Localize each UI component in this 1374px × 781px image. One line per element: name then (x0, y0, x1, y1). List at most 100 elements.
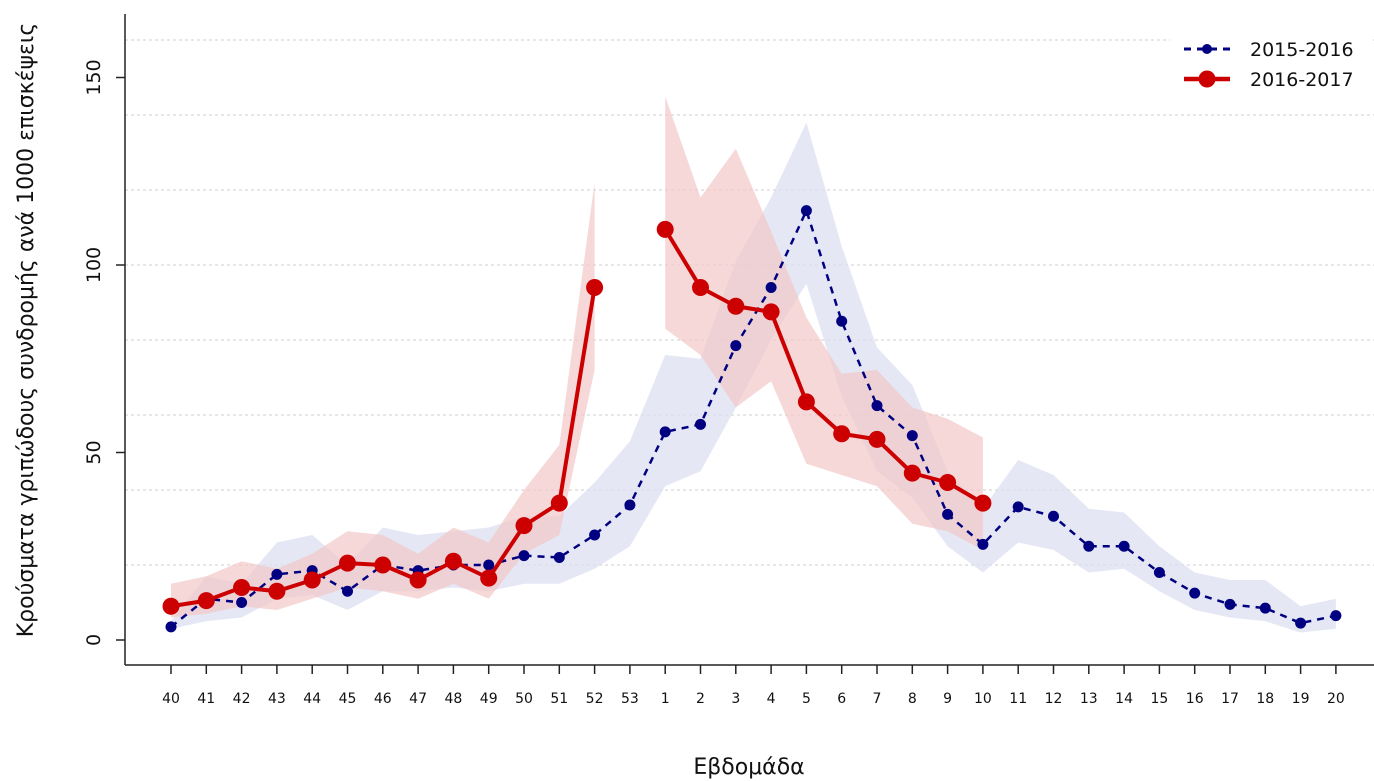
point-2015-2016 (942, 508, 954, 520)
point-2015-2016 (836, 315, 848, 327)
x-tick-label: 10 (974, 691, 992, 707)
point-2016-2017 (974, 494, 992, 512)
point-2016-2017 (692, 279, 709, 296)
y-tick-label: 100 (83, 247, 105, 283)
point-2016-2017 (374, 556, 392, 574)
x-tick-label: 41 (197, 691, 215, 707)
point-2015-2016 (659, 426, 671, 438)
x-tick-label: 17 (1221, 691, 1239, 707)
point-2015-2016 (1224, 598, 1236, 610)
x-tick-label: 15 (1150, 691, 1168, 707)
point-2016-2017 (444, 552, 462, 570)
point-2016-2017 (409, 571, 427, 589)
point-2015-2016 (1118, 540, 1130, 552)
x-tick-label: 51 (550, 691, 568, 707)
x-tick-label: 7 (873, 691, 882, 707)
point-2015-2016 (483, 559, 495, 571)
line-2016-2017 (663, 228, 984, 505)
x-tick-label: 19 (1292, 691, 1310, 707)
point-2016-2017 (268, 582, 286, 600)
point-2015-2016 (624, 499, 636, 511)
x-tick-label: 16 (1186, 691, 1204, 707)
confidence-bands (171, 96, 1336, 633)
point-2016-2017 (480, 569, 498, 587)
legend: 2015-2016 2016-2017 (1170, 28, 1370, 100)
point-2016-2017 (939, 474, 957, 491)
x-tick-label: 1 (661, 691, 670, 707)
point-2015-2016 (165, 621, 177, 633)
point-2016-2017 (656, 220, 674, 238)
point-2015-2016 (553, 552, 565, 563)
x-tick-label: 8 (908, 691, 917, 707)
x-tick-label: 6 (837, 691, 846, 707)
point-2015-2016 (730, 340, 742, 352)
point-2016-2017 (868, 430, 886, 448)
point-2015-2016 (871, 400, 883, 412)
point-2016-2017 (833, 425, 851, 443)
x-tick-label: 46 (374, 691, 392, 707)
point-2015-2016 (518, 550, 530, 562)
y-tick-label: 150 (83, 59, 105, 95)
legend-marker-2016-2017 (1198, 70, 1216, 88)
x-tick-label: 9 (943, 691, 952, 707)
x-tick-label: 45 (339, 691, 357, 707)
point-2016-2017 (762, 303, 780, 321)
x-tick-label: 43 (268, 691, 286, 707)
x-tick-label: 11 (1009, 691, 1027, 707)
x-tick-label: 44 (303, 691, 321, 707)
band-2016-2017 (171, 182, 595, 618)
legend-label-2016-2017: 2016-2017 (1250, 69, 1354, 91)
point-2015-2016 (1012, 501, 1024, 513)
point-2015-2016 (977, 538, 989, 550)
point-2015-2016 (765, 282, 777, 293)
x-tick-label: 49 (480, 691, 498, 707)
point-2016-2017 (197, 592, 215, 610)
point-2016-2017 (797, 393, 815, 411)
legend-box (1170, 28, 1370, 100)
y-ticks: 0 50 100 150 (83, 59, 125, 646)
line-2015-2016 (170, 209, 1337, 628)
point-2015-2016 (906, 430, 918, 442)
x-tick-label: 4 (767, 691, 776, 707)
x-tick-label: 40 (162, 691, 180, 707)
point-2015-2016 (236, 597, 248, 608)
band-2015-2016 (171, 122, 1336, 633)
point-2015-2016 (1189, 587, 1201, 599)
point-2016-2017 (903, 464, 921, 482)
x-tick-label: 14 (1115, 691, 1133, 707)
x-tick-label: 20 (1327, 691, 1345, 707)
legend-entry-2016-2017: 2016-2017 (1184, 69, 1354, 91)
point-2015-2016 (1048, 510, 1059, 522)
point-2015-2016 (1153, 567, 1165, 578)
point-2015-2016 (1259, 602, 1271, 614)
x-tick-label: 48 (444, 691, 462, 707)
point-2016-2017 (339, 554, 356, 572)
x-tick-label: 18 (1256, 691, 1274, 707)
point-2015-2016 (1330, 610, 1342, 622)
x-axis-title: Εβδομάδα (693, 755, 804, 780)
x-tick-label: 52 (586, 691, 604, 707)
point-2015-2016 (695, 418, 706, 430)
axes (124, 14, 1374, 666)
point-2016-2017 (303, 571, 321, 589)
x-tick-label: 2 (696, 691, 705, 707)
y-tick-label: 50 (83, 440, 105, 464)
x-tick-label: 53 (621, 691, 639, 707)
point-2015-2016 (342, 585, 353, 597)
legend-marker-2015-2016 (1202, 44, 1212, 54)
legend-entry-2015-2016: 2015-2016 (1184, 39, 1354, 61)
point-2016-2017 (727, 297, 745, 315)
point-2016-2017 (515, 517, 533, 535)
x-tick-label: 13 (1080, 691, 1098, 707)
y-tick-label: 0 (83, 634, 105, 646)
legend-label-2015-2016: 2015-2016 (1250, 39, 1354, 61)
x-ticks: 40 41 42 43 44 45 46 47 48 49 50 51 52 53 1 2 3 4 5 6 7 8 9 10 1… (162, 665, 1345, 707)
point-2016-2017 (586, 279, 604, 296)
point-2016-2017 (162, 597, 180, 615)
x-tick-label: 12 (1045, 691, 1063, 707)
point-2015-2016 (1295, 617, 1307, 629)
x-tick-label: 50 (515, 691, 533, 707)
point-2016-2017 (233, 579, 251, 596)
series-points (162, 205, 1342, 633)
